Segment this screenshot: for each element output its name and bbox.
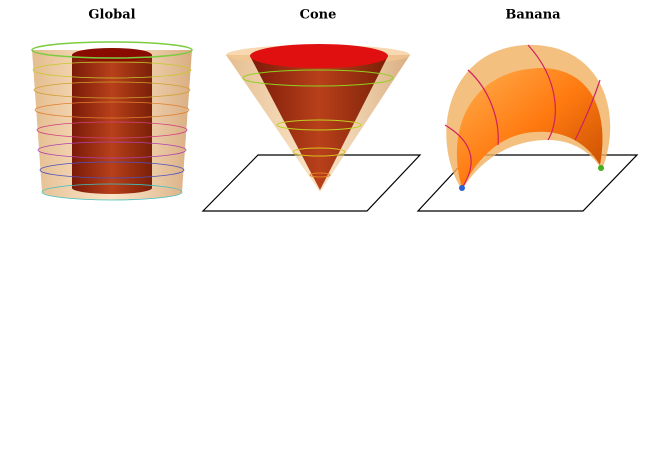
plane: [416, 154, 639, 212]
contours: [242, 69, 394, 178]
inner-cylinder: [72, 55, 152, 194]
end-point: [598, 165, 604, 171]
inner-surface: [456, 68, 603, 188]
banana-panel: Banana: [416, 8, 639, 212]
panel-title: Global: [88, 8, 135, 23]
contours: [444, 44, 601, 189]
panel-title: Cone: [300, 8, 337, 23]
inner-cone: [250, 56, 388, 190]
outer-top: [31, 41, 193, 59]
global-panel: Global: [31, 8, 193, 201]
contours: [32, 61, 192, 201]
cone-panel: Cone: [201, 8, 422, 212]
inner-top: [250, 44, 388, 68]
plane: [201, 154, 422, 212]
end-point: [459, 185, 465, 191]
panel-title: Banana: [505, 8, 561, 23]
inner-top: [72, 48, 152, 62]
